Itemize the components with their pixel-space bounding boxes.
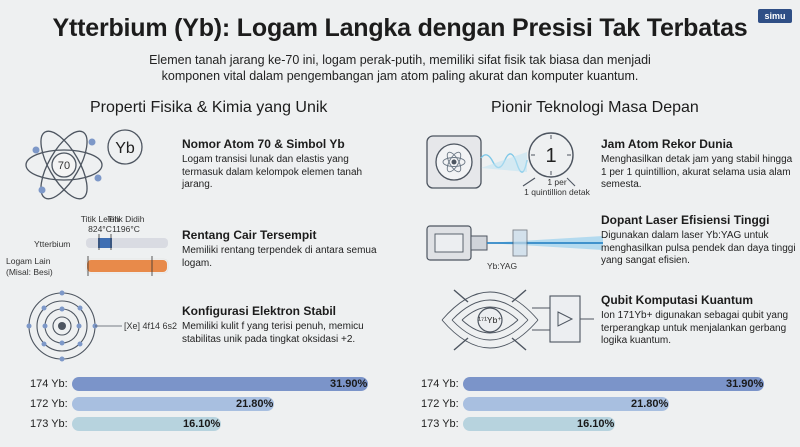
- clock-caption-1: 1 per: [547, 177, 567, 187]
- atom-icon: 70 Yb: [25, 129, 143, 200]
- atom-symbol: Yb: [115, 140, 135, 157]
- isotope-value: 31.90%: [330, 378, 368, 390]
- isotope-bar: [463, 377, 764, 391]
- isotope-value: 31.90%: [726, 378, 764, 390]
- range-row-other-1: Logam Lain: [6, 256, 51, 266]
- brand-logo: simu: [758, 9, 792, 23]
- isotope-label: 172 Yb:: [421, 398, 459, 410]
- left-isotope-bars: 174 Yb: 31.90% 172 Yb: 21.80% 173 Yb: 16.10%: [30, 377, 370, 437]
- feature-title: Konfigurasi Elektron Stabil: [182, 304, 337, 318]
- isotope-label: 173 Yb:: [30, 418, 68, 430]
- range-row-ytterbium: Ytterbium: [34, 239, 70, 249]
- isotope-bar: [72, 417, 221, 431]
- isotope-label: 174 Yb:: [421, 378, 459, 390]
- feature-laser-dopant: Dopant Laser Efisiensi Tinggi Digunakan …: [601, 213, 796, 268]
- isotope-bar: [463, 417, 615, 431]
- isotope-bar-row: 172 Yb: 21.80%: [421, 397, 766, 411]
- melt-label: Titik Leleh: [81, 214, 120, 224]
- atomic-clock-icon: 1 1 per 1 quintillion detak: [426, 132, 591, 197]
- page-subtitle: Elemen tanah jarang ke-70 ini, logam per…: [149, 53, 651, 83]
- isotope-value: 21.80%: [236, 398, 274, 410]
- feature-title: Qubit Komputasi Kuantum: [601, 293, 753, 307]
- feature-text: Memiliki rentang terpendek di antara sem…: [182, 245, 377, 269]
- feature-title: Dopant Laser Efisiensi Tinggi: [601, 213, 770, 227]
- isotope-bar: [463, 397, 669, 411]
- feature-atomic-clock: Jam Atom Rekor Dunia Menghasilkan detak …: [601, 137, 796, 192]
- page-title: Ytterbium (Yb): Logam Langka dengan Pres…: [52, 14, 748, 42]
- feature-text: Logam transisi lunak dan elastis yang te…: [182, 154, 363, 190]
- feature-text: Digunakan dalam laser Yb:YAG untuk mengh…: [601, 230, 796, 266]
- clock-caption-2: 1 quintillion detak: [524, 187, 590, 197]
- feature-quantum-qubit: Qubit Komputasi Kuantum Ion 171Yb+ digun…: [601, 293, 796, 348]
- left-section-title: Properti Fisika & Kimia yang Unik: [90, 99, 328, 116]
- right-isotope-bars: 174 Yb: 31.90% 172 Yb: 21.80% 173 Yb: 16.10%: [421, 377, 766, 437]
- isotope-label: 174 Yb:: [30, 378, 68, 390]
- feature-title: Nomor Atom 70 & Simbol Yb: [182, 137, 345, 151]
- isotope-label: 173 Yb:: [421, 418, 459, 430]
- isotope-bar-row: 172 Yb: 21.80%: [30, 397, 370, 411]
- melt-value: 824°C: [88, 224, 112, 234]
- ion-label: ¹⁷¹Yb⁺: [478, 315, 502, 325]
- feature-title: Jam Atom Rekor Dunia: [601, 137, 733, 151]
- atom-number: 70: [58, 160, 70, 172]
- isotope-bar-row: 174 Yb: 31.90%: [421, 377, 766, 391]
- right-section-title: Pionir Teknologi Masa Depan: [491, 99, 699, 116]
- feature-title: Rentang Cair Tersempit: [182, 228, 317, 242]
- isotope-value: 16.10%: [577, 418, 615, 430]
- feature-text: Ion 171Yb+ digunakan sebagai qubit yang …: [601, 310, 789, 346]
- qubit-icon: ¹⁷¹Yb⁺: [441, 289, 594, 351]
- feature-liquid-range: Rentang Cair Tersempit Memiliki rentang …: [182, 228, 382, 270]
- isotope-bar: [72, 397, 274, 411]
- range-row-other-2: (Misal: Besi): [6, 267, 53, 277]
- isotope-bar: [72, 377, 368, 391]
- feature-text: Memiliki kulit f yang terisi penuh, memi…: [182, 321, 364, 345]
- clock-number: 1: [545, 145, 556, 167]
- isotope-value: 16.10%: [183, 418, 221, 430]
- feature-electron-config: Konfigurasi Elektron Stabil Memiliki kul…: [182, 304, 387, 346]
- melting-range-diagram: Titik Leleh 824°C Titik Didih 1196°C Ytt…: [6, 214, 169, 277]
- feature-text: Menghasilkan detak jam yang stabil hingg…: [601, 154, 793, 190]
- isotope-value: 21.80%: [631, 398, 669, 410]
- electron-shell-icon: [Xe] 4f14 6s2: [26, 290, 177, 362]
- electron-config: [Xe] 4f14 6s2: [124, 321, 177, 331]
- feature-atomic-number: Nomor Atom 70 & Simbol Yb Logam transisi…: [182, 137, 382, 192]
- isotope-bar-row: 174 Yb: 31.90%: [30, 377, 370, 391]
- boil-value: 1196°C: [112, 224, 140, 234]
- laser-icon: Yb:YAG: [426, 225, 603, 271]
- boil-label: Titik Didih: [108, 214, 145, 224]
- isotope-bar-row: 173 Yb: 16.10%: [421, 417, 766, 431]
- laser-label: Yb:YAG: [487, 261, 517, 271]
- isotope-label: 172 Yb:: [30, 398, 68, 410]
- isotope-bar-row: 173 Yb: 16.10%: [30, 417, 370, 431]
